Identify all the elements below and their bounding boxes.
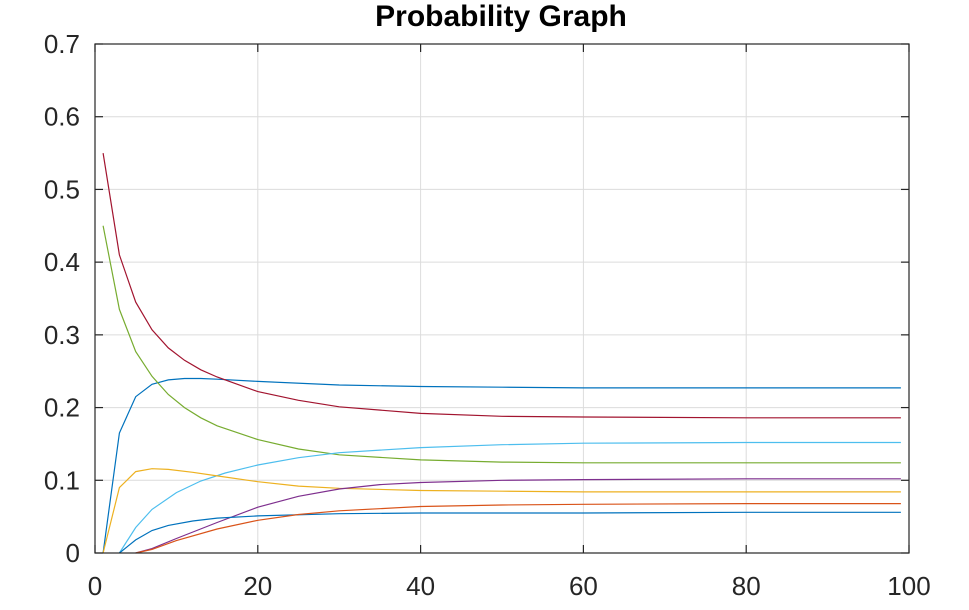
- y-tick-labels: 0 0.1 0.2 0.3 0.4 0.5 0.6 0.7: [44, 29, 80, 568]
- x-tick-label: 100: [887, 571, 930, 601]
- series-line-3: [102, 225, 901, 464]
- series-line-7: [119, 511, 901, 554]
- plot-area-box: [94, 43, 910, 554]
- x-tick-label: 0: [88, 571, 102, 601]
- y-tick-label: 0.2: [44, 393, 80, 423]
- series-line-2: [102, 153, 901, 419]
- chart-title: Probability Graph: [375, 0, 627, 33]
- series-line-8: [135, 503, 901, 554]
- y-tick-label: 0.7: [44, 29, 80, 59]
- x-tick-label: 40: [406, 571, 435, 601]
- y-tick-label: 0.6: [44, 102, 80, 132]
- series-line-5: [102, 468, 901, 554]
- y-tick-label: 0: [66, 538, 80, 568]
- grid-lines: [95, 44, 909, 553]
- y-tick-label: 0.4: [44, 247, 80, 277]
- y-tick-label: 0.5: [44, 174, 80, 204]
- x-tick-label: 80: [732, 571, 761, 601]
- x-tick-label: 60: [569, 571, 598, 601]
- tick-marks: [94, 43, 910, 554]
- series-layer: [102, 153, 901, 554]
- series-line-6: [135, 478, 901, 554]
- x-tick-label: 20: [243, 571, 272, 601]
- series-line-4: [118, 441, 901, 554]
- series-line-1: [102, 377, 901, 554]
- y-tick-label: 0.1: [44, 465, 80, 495]
- x-tick-labels: 0 20 40 60 80 100: [88, 571, 931, 601]
- y-tick-label: 0.3: [44, 320, 80, 350]
